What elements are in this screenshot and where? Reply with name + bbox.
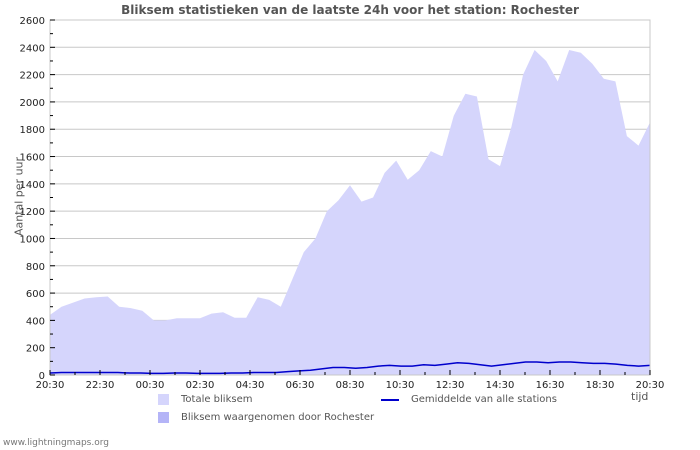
svg-text:1800: 1800 — [20, 125, 45, 136]
svg-text:600: 600 — [26, 289, 45, 300]
svg-text:18:30: 18:30 — [586, 380, 615, 391]
svg-text:02:30: 02:30 — [186, 380, 215, 391]
legend-label-station: Bliksem waargenomen door Rochester — [181, 412, 375, 423]
svg-text:14:30: 14:30 — [486, 380, 515, 391]
svg-text:200: 200 — [26, 344, 45, 355]
total-swatch-icon — [158, 394, 169, 405]
svg-text:22:30: 22:30 — [86, 380, 115, 391]
legend-item-total: Totale bliksem — [158, 394, 252, 405]
svg-text:10:30: 10:30 — [386, 380, 415, 391]
y-axis-label: Aantal per uur — [12, 156, 26, 237]
svg-text:00:30: 00:30 — [136, 380, 165, 391]
footer-source-link[interactable]: www.lightningmaps.org — [3, 438, 109, 448]
average-line-swatch-icon — [381, 398, 399, 401]
svg-text:1000: 1000 — [20, 234, 45, 245]
svg-text:20:30: 20:30 — [636, 380, 665, 391]
station-swatch-icon — [158, 412, 169, 423]
svg-text:12:30: 12:30 — [436, 380, 465, 391]
svg-text:1200: 1200 — [20, 207, 45, 218]
chart-title: Bliksem statistieken van de laatste 24h … — [121, 3, 579, 17]
svg-text:04:30: 04:30 — [236, 380, 265, 391]
svg-text:20:30: 20:30 — [36, 380, 65, 391]
svg-text:16:30: 16:30 — [536, 380, 565, 391]
legend-label-average: Gemiddelde van alle stations — [411, 394, 557, 405]
svg-text:08:30: 08:30 — [336, 380, 365, 391]
legend-item-station: Bliksem waargenomen door Rochester — [158, 412, 374, 423]
legend-item-average: Gemiddelde van alle stations — [381, 394, 557, 405]
svg-text:2200: 2200 — [20, 71, 45, 82]
svg-text:06:30: 06:30 — [286, 380, 315, 391]
total-lightning-area — [50, 50, 650, 375]
svg-text:2000: 2000 — [20, 98, 45, 109]
svg-text:0: 0 — [39, 371, 45, 382]
svg-text:2400: 2400 — [20, 43, 45, 54]
svg-text:400: 400 — [26, 316, 45, 327]
x-axis-ticks: 20:30 22:30 00:30 02:30 04:30 06:30 08:30 10:30… — [36, 370, 665, 391]
y-axis-ticks: 0 200 400 600 800 1000 1200 1400 1600 1800 2000 220… — [20, 16, 55, 382]
svg-text:1600: 1600 — [20, 153, 45, 164]
legend-label-total: Totale bliksem — [181, 394, 253, 405]
x-axis-label: tijd — [631, 390, 649, 403]
svg-text:2600: 2600 — [20, 16, 45, 27]
svg-text:800: 800 — [26, 262, 45, 273]
svg-text:1400: 1400 — [20, 180, 45, 191]
